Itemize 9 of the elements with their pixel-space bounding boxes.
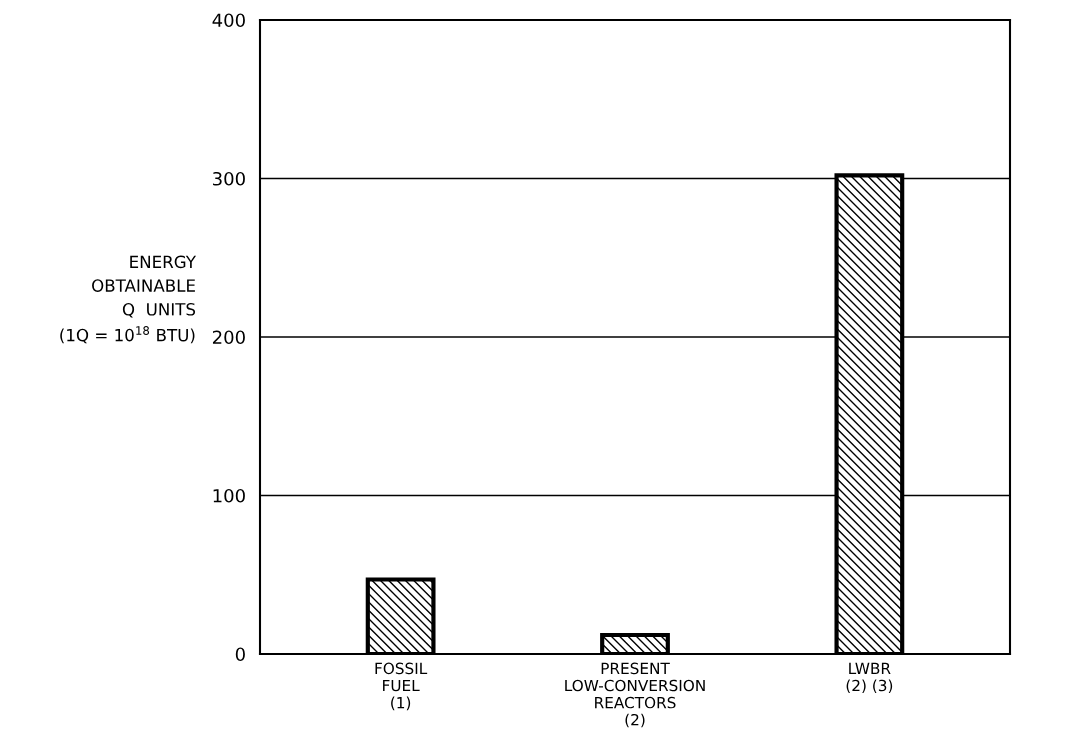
y-tick-label: 300 xyxy=(213,171,245,186)
x-tick-label: PRESENT LOW-CONVERSION REACTORS (2) xyxy=(565,662,705,728)
x-tick-label: FOSSIL FUEL (1) xyxy=(375,662,428,711)
x-tick-label: LWBR (2) (3) xyxy=(846,662,893,694)
y-tick-label: 100 xyxy=(213,488,245,503)
y-tick-label: 400 xyxy=(212,13,245,28)
y-tick-label: 200 xyxy=(212,330,245,345)
y-axis-title: ENERGY OBTAINABLE Q UNITS (1Q = 10$^{18}$ BTU) xyxy=(60,255,197,344)
y-tick-label: 0 xyxy=(235,647,245,662)
